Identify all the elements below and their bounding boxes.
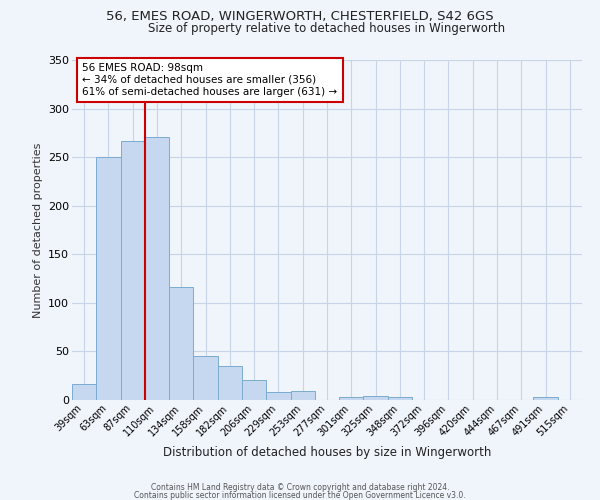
Text: 56 EMES ROAD: 98sqm
← 34% of detached houses are smaller (356)
61% of semi-detac: 56 EMES ROAD: 98sqm ← 34% of detached ho… [82, 64, 337, 96]
Bar [145, 136, 169, 400]
Bar [290, 392, 315, 400]
Bar [339, 397, 364, 400]
Bar [218, 366, 242, 400]
Bar [96, 157, 121, 400]
Bar [533, 397, 558, 400]
Bar [193, 356, 218, 400]
Bar [388, 397, 412, 400]
Bar [364, 396, 388, 400]
Bar [121, 140, 145, 400]
Text: 56, EMES ROAD, WINGERWORTH, CHESTERFIELD, S42 6GS: 56, EMES ROAD, WINGERWORTH, CHESTERFIELD… [106, 10, 494, 23]
Bar [266, 392, 290, 400]
X-axis label: Distribution of detached houses by size in Wingerworth: Distribution of detached houses by size … [163, 446, 491, 459]
Bar [72, 384, 96, 400]
Text: Contains public sector information licensed under the Open Government Licence v3: Contains public sector information licen… [134, 491, 466, 500]
Title: Size of property relative to detached houses in Wingerworth: Size of property relative to detached ho… [148, 22, 506, 35]
Y-axis label: Number of detached properties: Number of detached properties [32, 142, 43, 318]
Bar [169, 288, 193, 400]
Bar [242, 380, 266, 400]
Text: Contains HM Land Registry data © Crown copyright and database right 2024.: Contains HM Land Registry data © Crown c… [151, 484, 449, 492]
